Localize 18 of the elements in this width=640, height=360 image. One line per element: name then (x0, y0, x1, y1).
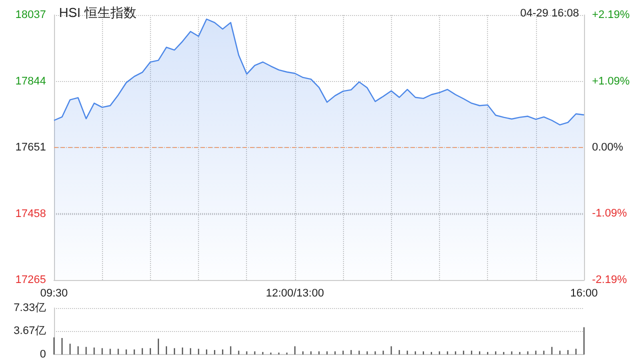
y2-tick-label: 0.00% (592, 142, 624, 154)
x-tick-label: 12:00/13:00 (266, 288, 324, 300)
x-tick-label: 16:00 (570, 288, 598, 300)
annotation: 04-29 16:08 (520, 8, 579, 20)
y-tick-label: 0 (40, 348, 46, 360)
y2-tick-label: -2.19% (592, 274, 628, 286)
y-tick-label: 7.33亿 (14, 302, 46, 314)
y2-tick-label: +2.19% (592, 9, 630, 21)
chart-title: HSI 恒生指数 (59, 5, 136, 20)
y-tick-label: 18037 (15, 9, 46, 21)
y-tick-label: 17844 (15, 75, 46, 88)
y-tick-label: 17651 (15, 142, 46, 154)
y2-tick-label: +1.09% (592, 76, 630, 88)
y2-tick-label: -1.09% (592, 207, 628, 220)
x-tick-label: 09:30 (40, 288, 68, 300)
y-tick-label: 17458 (15, 208, 46, 220)
y-tick-label: 3.67亿 (14, 325, 46, 338)
y-tick-label: 17265 (15, 274, 46, 286)
